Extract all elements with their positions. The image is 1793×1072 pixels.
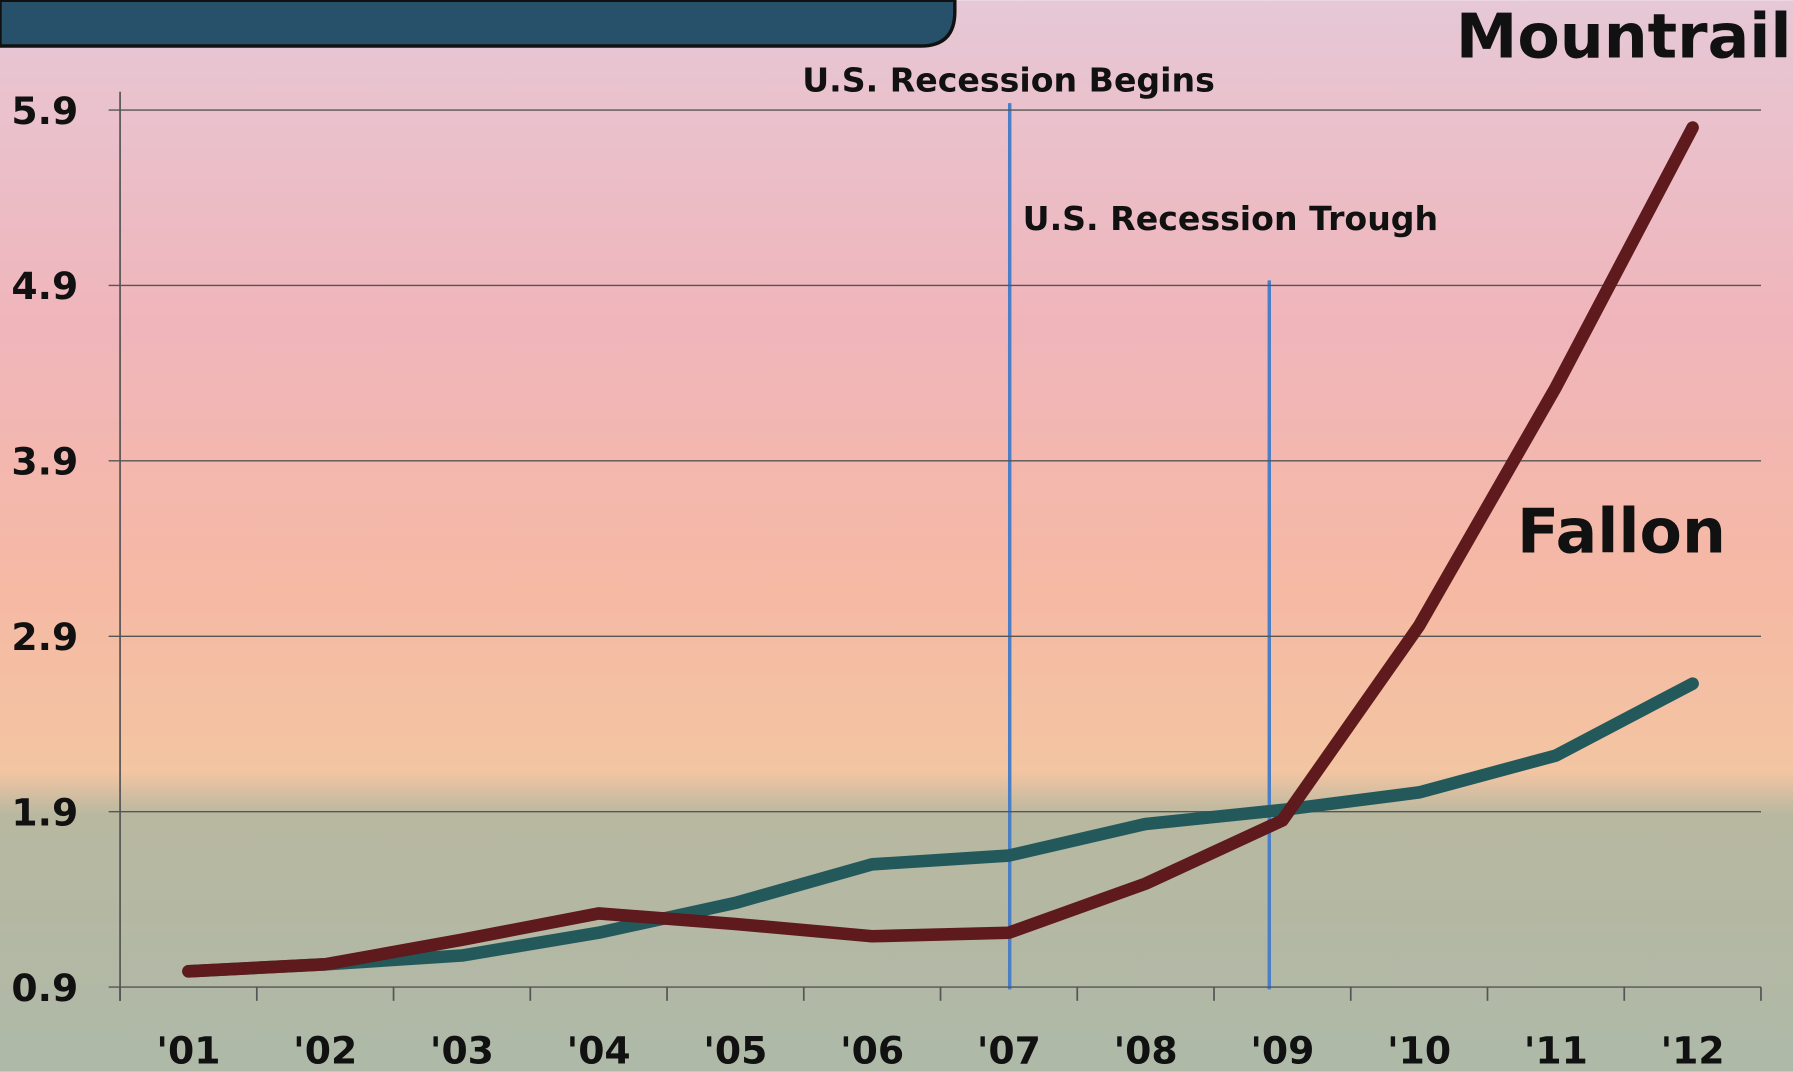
- x-tick-label: '08: [1114, 1029, 1178, 1072]
- x-tick-label: '07: [977, 1029, 1041, 1072]
- x-tick-label: '02: [293, 1029, 357, 1072]
- x-tick-label: '03: [430, 1029, 494, 1072]
- x-tick-label: '09: [1250, 1029, 1314, 1072]
- series-line: [182, 677, 1699, 978]
- y-tick-label: 0.9: [11, 966, 78, 1010]
- y-tick-label: 1.9: [11, 790, 78, 834]
- x-tick-label: '10: [1387, 1029, 1451, 1072]
- x-tick-label: '04: [567, 1029, 631, 1072]
- series-label: Fallon: [1517, 496, 1726, 568]
- annotation: U.S. Recession Trough: [1023, 199, 1439, 238]
- y-tick-label: 3.9: [11, 440, 78, 484]
- x-tick-label: '05: [703, 1029, 767, 1072]
- x-tick-label: '12: [1661, 1029, 1725, 1072]
- y-tick-label: 4.9: [11, 264, 78, 308]
- y-tick-label: 2.9: [11, 615, 78, 659]
- header-banner: [0, 0, 957, 48]
- annotation: U.S. Recession Begins: [802, 61, 1215, 100]
- series-label: Mountrail: [1456, 0, 1792, 72]
- x-tick-label: '06: [840, 1029, 904, 1072]
- x-tick-label: '11: [1524, 1029, 1588, 1072]
- series-line: [182, 121, 1699, 978]
- x-tick-label: '01: [156, 1029, 220, 1072]
- y-tick-label: 5.9: [11, 89, 78, 133]
